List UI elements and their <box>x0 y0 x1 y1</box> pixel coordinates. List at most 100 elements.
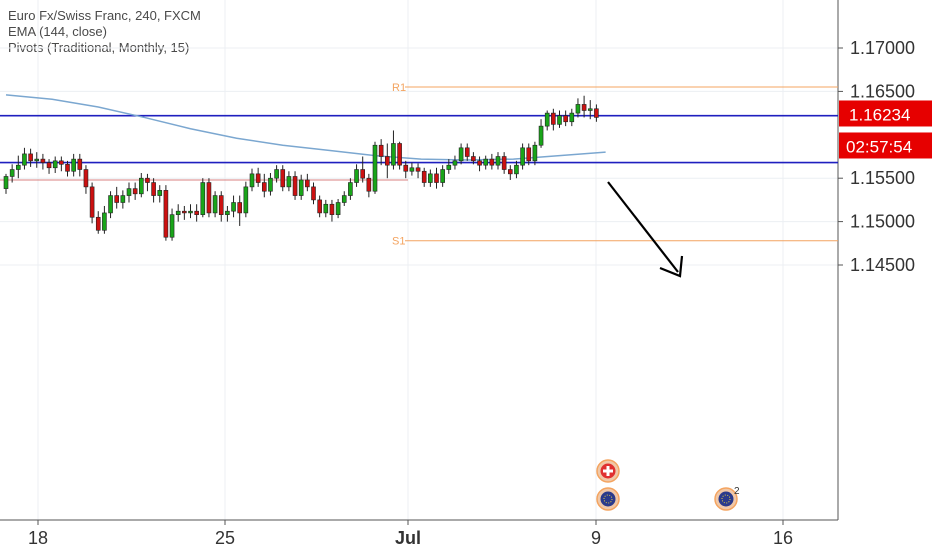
time-tick-label: Jul <box>395 528 421 548</box>
candle-body <box>372 144 378 192</box>
candle-body <box>298 179 304 196</box>
candle-body <box>71 158 76 172</box>
candle-body <box>532 144 538 162</box>
candle-body <box>329 203 335 215</box>
candle-body <box>452 160 458 166</box>
candle-body <box>132 188 138 195</box>
candle-body <box>415 167 421 172</box>
candle-body <box>341 195 347 203</box>
candle-body <box>9 169 15 177</box>
candle-body <box>587 108 593 111</box>
countdown-tag <box>839 132 932 159</box>
candle-body <box>157 190 163 196</box>
candle-body <box>575 104 581 114</box>
candle-body <box>538 125 544 146</box>
swiss-cross-h <box>603 469 613 473</box>
symbol-label: Euro Fx/Swiss Franc, 240, FXCM <box>8 8 201 23</box>
candle-body <box>544 112 550 127</box>
candle-body <box>464 147 470 157</box>
candle-body <box>563 115 568 123</box>
candle-body <box>188 210 193 214</box>
price-tick-label: 1.14500 <box>850 255 915 275</box>
candle-body <box>311 186 316 201</box>
candle-body <box>397 143 402 166</box>
candle-body <box>95 216 101 231</box>
candle-body <box>175 210 181 215</box>
candle-body <box>403 164 409 172</box>
candle-body <box>378 144 384 157</box>
candle-body <box>323 203 329 214</box>
candle-body <box>495 156 501 166</box>
candle-body <box>89 186 95 218</box>
candle-body <box>305 179 310 188</box>
candle-body <box>514 164 519 175</box>
candle-body <box>126 188 132 196</box>
last-price-tag <box>839 100 932 127</box>
candle-body <box>65 164 70 172</box>
price-tick-label: 1.15500 <box>850 168 915 188</box>
candle-body <box>354 169 359 183</box>
candle-body <box>268 177 273 192</box>
candle-body <box>551 112 556 125</box>
candle-body <box>391 143 396 166</box>
candle-body <box>507 169 513 175</box>
time-tick-label: 25 <box>215 528 235 548</box>
candle-body <box>163 190 169 238</box>
price-tick-label: 1.16500 <box>850 81 915 101</box>
candle-body <box>261 182 267 192</box>
candle-body <box>145 177 150 183</box>
candle-body <box>139 177 144 195</box>
candle-body <box>40 158 46 163</box>
candle-body <box>489 158 495 166</box>
candle-body <box>384 156 390 166</box>
pivot-label-s1: S1 <box>392 236 405 248</box>
candle-body <box>212 195 218 214</box>
candle-body <box>243 186 249 214</box>
candle-body <box>557 115 562 125</box>
candle-body <box>114 195 119 203</box>
price-tick-label: 1.15000 <box>850 212 915 232</box>
candle-body <box>458 147 464 162</box>
price-tick-label: 1.17000 <box>850 38 915 58</box>
candle-body <box>446 164 452 170</box>
candle-body <box>77 158 83 170</box>
candle-body <box>477 160 482 166</box>
candle-body <box>471 156 476 162</box>
candle-body <box>409 167 415 172</box>
candle-body <box>360 169 366 179</box>
candle-body <box>182 210 187 214</box>
candle-body <box>317 199 322 214</box>
candle-body <box>286 176 292 188</box>
eu-stars-icon <box>721 494 731 504</box>
eu-stars-icon <box>603 494 613 504</box>
candle-body <box>231 202 236 212</box>
candle-body <box>34 158 40 162</box>
chart-legend: Euro Fx/Swiss Franc, 240, FXCM EMA (144,… <box>8 8 201 56</box>
candle-body <box>483 158 489 166</box>
candle-body <box>366 177 372 192</box>
candle-body <box>237 202 242 214</box>
ema-line <box>5 94 606 161</box>
eu-flag-icon <box>718 491 734 507</box>
candle-body <box>434 173 439 183</box>
candle-body <box>520 147 525 166</box>
candle-body <box>280 169 286 188</box>
candle-body <box>52 160 58 169</box>
time-tick-label: 16 <box>773 528 793 548</box>
candle-body <box>22 153 27 166</box>
candle-body <box>594 108 599 118</box>
candle-body <box>200 182 206 215</box>
candle-body <box>151 182 156 196</box>
pivot-label-r1: R1 <box>392 82 406 94</box>
candle-body <box>249 173 255 188</box>
candle-body <box>120 195 126 203</box>
candle-body <box>102 212 107 231</box>
candle-body <box>348 182 353 196</box>
candle-body <box>206 182 212 214</box>
candle-body <box>108 195 113 214</box>
candle-body <box>569 112 575 123</box>
candle-body <box>421 170 427 183</box>
candle-body <box>83 169 89 188</box>
candle-body <box>46 162 52 169</box>
